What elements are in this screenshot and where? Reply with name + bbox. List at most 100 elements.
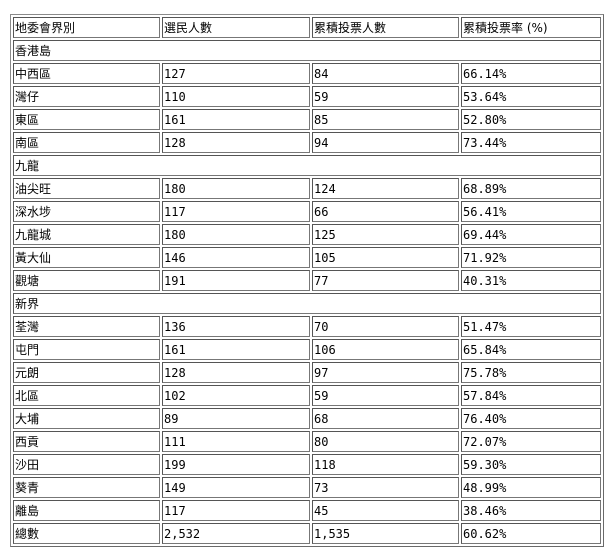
table-row: 九龍城 180 125 69.44% bbox=[13, 224, 601, 245]
header-voters: 選民人數 bbox=[162, 17, 310, 38]
votes-cell: 106 bbox=[312, 339, 459, 360]
table-row: 灣仔 110 59 53.64% bbox=[13, 86, 601, 107]
rate-cell: 75.78% bbox=[461, 362, 601, 383]
district-cell: 中西區 bbox=[13, 63, 160, 84]
region-row: 香港島 bbox=[13, 40, 601, 61]
votes-cell: 80 bbox=[312, 431, 459, 452]
rate-cell: 60.62% bbox=[461, 523, 601, 544]
voters-cell: 102 bbox=[162, 385, 310, 406]
district-cell: 深水埗 bbox=[13, 201, 160, 222]
voters-cell: 180 bbox=[162, 178, 310, 199]
district-cell: 離島 bbox=[13, 500, 160, 521]
district-cell: 屯門 bbox=[13, 339, 160, 360]
table-row: 元朗 128 97 75.78% bbox=[13, 362, 601, 383]
votes-cell: 77 bbox=[312, 270, 459, 291]
rate-cell: 73.44% bbox=[461, 132, 601, 153]
district-cell: 荃灣 bbox=[13, 316, 160, 337]
rate-cell: 68.89% bbox=[461, 178, 601, 199]
votes-cell: 118 bbox=[312, 454, 459, 475]
rate-cell: 48.99% bbox=[461, 477, 601, 498]
district-cell: 總數 bbox=[13, 523, 160, 544]
table-row: 中西區 127 84 66.14% bbox=[13, 63, 601, 84]
district-cell: 灣仔 bbox=[13, 86, 160, 107]
region-label: 九龍 bbox=[13, 155, 601, 176]
district-cell: 黃大仙 bbox=[13, 247, 160, 268]
table-row: 西貢 111 80 72.07% bbox=[13, 431, 601, 452]
voters-cell: 161 bbox=[162, 109, 310, 130]
rate-cell: 69.44% bbox=[461, 224, 601, 245]
votes-cell: 1,535 bbox=[312, 523, 459, 544]
voters-cell: 89 bbox=[162, 408, 310, 429]
rate-cell: 38.46% bbox=[461, 500, 601, 521]
region-label: 新界 bbox=[13, 293, 601, 314]
votes-cell: 124 bbox=[312, 178, 459, 199]
district-cell: 葵青 bbox=[13, 477, 160, 498]
voters-cell: 161 bbox=[162, 339, 310, 360]
votes-cell: 70 bbox=[312, 316, 459, 337]
district-cell: 沙田 bbox=[13, 454, 160, 475]
votes-cell: 105 bbox=[312, 247, 459, 268]
turnout-table: 地委會界別 選民人數 累積投票人數 累積投票率 (%) 香港島 中西區 127 84 6… bbox=[10, 14, 604, 547]
votes-cell: 68 bbox=[312, 408, 459, 429]
district-cell: 九龍城 bbox=[13, 224, 160, 245]
table-row: 荃灣 136 70 51.47% bbox=[13, 316, 601, 337]
table-row: 北區 102 59 57.84% bbox=[13, 385, 601, 406]
header-row: 地委會界別 選民人數 累積投票人數 累積投票率 (%) bbox=[13, 17, 601, 38]
voters-cell: 199 bbox=[162, 454, 310, 475]
table-row: 屯門 161 106 65.84% bbox=[13, 339, 601, 360]
rate-cell: 51.47% bbox=[461, 316, 601, 337]
voters-cell: 127 bbox=[162, 63, 310, 84]
votes-cell: 73 bbox=[312, 477, 459, 498]
votes-cell: 66 bbox=[312, 201, 459, 222]
table-row: 油尖旺 180 124 68.89% bbox=[13, 178, 601, 199]
voters-cell: 110 bbox=[162, 86, 310, 107]
region-row: 新界 bbox=[13, 293, 601, 314]
votes-cell: 85 bbox=[312, 109, 459, 130]
table-row: 離島 117 45 38.46% bbox=[13, 500, 601, 521]
voters-cell: 136 bbox=[162, 316, 310, 337]
voters-cell: 146 bbox=[162, 247, 310, 268]
district-cell: 元朗 bbox=[13, 362, 160, 383]
region-label: 香港島 bbox=[13, 40, 601, 61]
region-row: 九龍 bbox=[13, 155, 601, 176]
voters-cell: 180 bbox=[162, 224, 310, 245]
district-cell: 北區 bbox=[13, 385, 160, 406]
district-cell: 觀塘 bbox=[13, 270, 160, 291]
rate-cell: 76.40% bbox=[461, 408, 601, 429]
table-body: 地委會界別 選民人數 累積投票人數 累積投票率 (%) 香港島 中西區 127 84 6… bbox=[13, 17, 601, 544]
votes-cell: 94 bbox=[312, 132, 459, 153]
voters-cell: 191 bbox=[162, 270, 310, 291]
rate-cell: 72.07% bbox=[461, 431, 601, 452]
header-cumulative-votes: 累積投票人數 bbox=[312, 17, 459, 38]
district-cell: 油尖旺 bbox=[13, 178, 160, 199]
voters-cell: 149 bbox=[162, 477, 310, 498]
rate-cell: 59.30% bbox=[461, 454, 601, 475]
rate-cell: 66.14% bbox=[461, 63, 601, 84]
district-cell: 西貢 bbox=[13, 431, 160, 452]
rate-cell: 56.41% bbox=[461, 201, 601, 222]
table-row: 南區 128 94 73.44% bbox=[13, 132, 601, 153]
votes-cell: 45 bbox=[312, 500, 459, 521]
header-district: 地委會界別 bbox=[13, 17, 160, 38]
votes-cell: 59 bbox=[312, 385, 459, 406]
table-row: 深水埗 117 66 56.41% bbox=[13, 201, 601, 222]
district-cell: 大埔 bbox=[13, 408, 160, 429]
voters-cell: 128 bbox=[162, 362, 310, 383]
voters-cell: 128 bbox=[162, 132, 310, 153]
rate-cell: 57.84% bbox=[461, 385, 601, 406]
district-cell: 南區 bbox=[13, 132, 160, 153]
votes-cell: 97 bbox=[312, 362, 459, 383]
table-row: 觀塘 191 77 40.31% bbox=[13, 270, 601, 291]
votes-cell: 125 bbox=[312, 224, 459, 245]
votes-cell: 59 bbox=[312, 86, 459, 107]
table-row: 東區 161 85 52.80% bbox=[13, 109, 601, 130]
total-row: 總數 2,532 1,535 60.62% bbox=[13, 523, 601, 544]
voters-cell: 2,532 bbox=[162, 523, 310, 544]
district-cell: 東區 bbox=[13, 109, 160, 130]
rate-cell: 71.92% bbox=[461, 247, 601, 268]
voters-cell: 117 bbox=[162, 500, 310, 521]
rate-cell: 52.80% bbox=[461, 109, 601, 130]
rate-cell: 65.84% bbox=[461, 339, 601, 360]
votes-cell: 84 bbox=[312, 63, 459, 84]
rate-cell: 40.31% bbox=[461, 270, 601, 291]
